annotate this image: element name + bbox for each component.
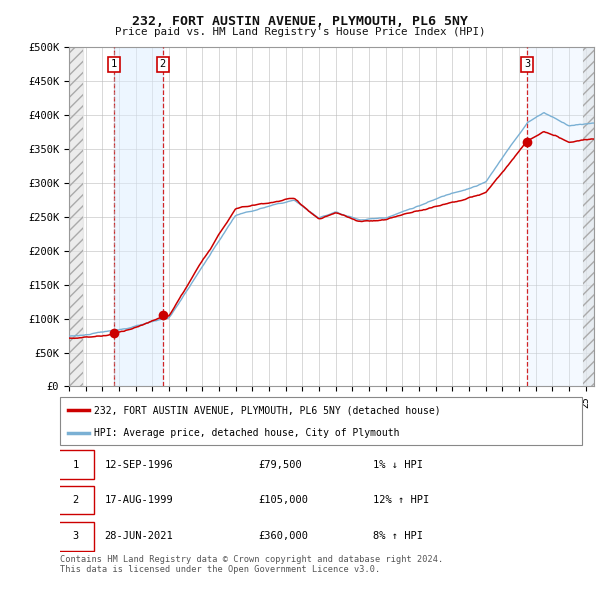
Text: 1% ↓ HPI: 1% ↓ HPI [373, 460, 423, 470]
Text: 8% ↑ HPI: 8% ↑ HPI [373, 531, 423, 541]
Bar [527, 47, 594, 386]
Bar [583, 47, 594, 386]
Text: HPI: Average price, detached house, City of Plymouth: HPI: Average price, detached house, City… [94, 428, 400, 438]
Text: 12% ↑ HPI: 12% ↑ HPI [373, 495, 430, 505]
Bar [69, 47, 83, 386]
Text: 3: 3 [524, 59, 530, 69]
Bar [114, 47, 163, 386]
Text: £79,500: £79,500 [259, 460, 302, 470]
Text: 2: 2 [160, 59, 166, 69]
Text: 232, FORT AUSTIN AVENUE, PLYMOUTH, PL6 5NY (detached house): 232, FORT AUSTIN AVENUE, PLYMOUTH, PL6 5… [94, 405, 440, 415]
FancyBboxPatch shape [58, 486, 94, 514]
Text: 2: 2 [73, 495, 79, 505]
Text: 12-SEP-1996: 12-SEP-1996 [104, 460, 173, 470]
Bar [583, 47, 594, 386]
Text: 1: 1 [111, 59, 117, 69]
Text: £360,000: £360,000 [259, 531, 308, 541]
FancyBboxPatch shape [60, 397, 582, 445]
Bar [69, 47, 83, 386]
Text: 17-AUG-1999: 17-AUG-1999 [104, 495, 173, 505]
FancyBboxPatch shape [58, 451, 94, 479]
FancyBboxPatch shape [58, 522, 94, 550]
Text: £105,000: £105,000 [259, 495, 308, 505]
Text: 28-JUN-2021: 28-JUN-2021 [104, 531, 173, 541]
Text: 232, FORT AUSTIN AVENUE, PLYMOUTH, PL6 5NY: 232, FORT AUSTIN AVENUE, PLYMOUTH, PL6 5… [132, 15, 468, 28]
Text: 3: 3 [73, 531, 79, 541]
Text: 1: 1 [73, 460, 79, 470]
Text: Contains HM Land Registry data © Crown copyright and database right 2024.
This d: Contains HM Land Registry data © Crown c… [60, 555, 443, 574]
Text: Price paid vs. HM Land Registry's House Price Index (HPI): Price paid vs. HM Land Registry's House … [115, 27, 485, 37]
